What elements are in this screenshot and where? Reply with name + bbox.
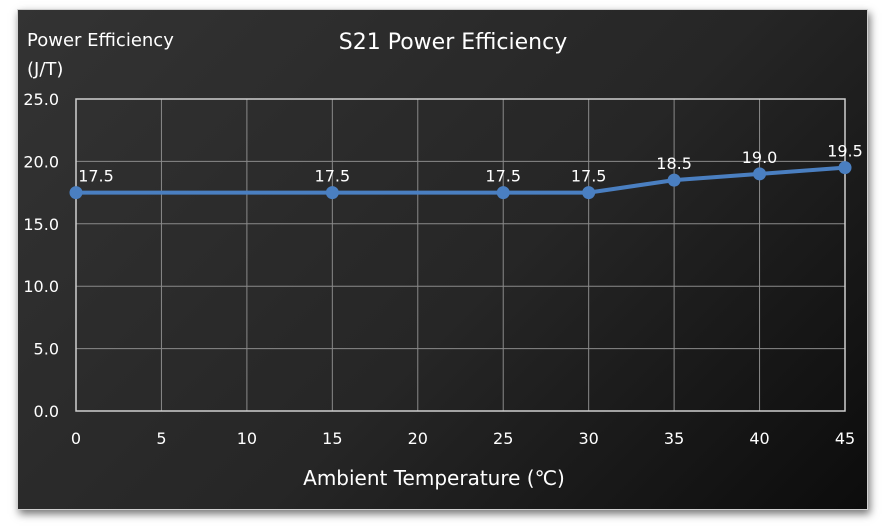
chart-panel [17,9,868,510]
x-tick-label: 10 [237,429,257,448]
plot-border [75,98,846,412]
data-point [753,167,767,181]
chart-title: S21 Power Efficiency [339,30,567,55]
x-tick-label: 30 [578,429,598,448]
x-tick-label: 15 [322,429,342,448]
x-tick-label: 35 [664,429,684,448]
data-point [496,186,510,200]
y-tick-label: 25.0 [23,90,59,109]
y-axis-label-line1: Power Efficiency [27,30,174,51]
y-tick-label: 10.0 [23,277,59,296]
data-label: 17.5 [78,167,114,186]
x-tick-label: 5 [156,429,166,448]
x-tick-label: 45 [835,429,855,448]
data-label: 17.5 [571,167,607,186]
data-label: 17.5 [315,167,351,186]
data-point [667,173,681,187]
series-line [76,165,846,195]
data-point [325,186,339,200]
x-tick-label: 20 [408,429,428,448]
y-tick-label: 15.0 [23,215,59,234]
x-tick-label: 40 [749,429,769,448]
data-point [69,186,83,200]
x-tick-label: 25 [493,429,513,448]
y-tick-label: 5.0 [34,340,59,359]
y-tick-label: 0.0 [34,402,59,421]
data-label: 17.5 [485,167,521,186]
data-label: 19.5 [827,142,863,161]
data-label: 19.0 [742,148,778,167]
data-point [582,186,596,200]
x-axis-label: Ambient Temperature (℃) [303,466,565,490]
y-tick-label: 20.0 [23,152,59,171]
data-point [838,161,852,175]
data-label: 18.5 [656,154,692,173]
x-tick-label: 0 [71,429,81,448]
y-axis-label-line2: (J/T) [27,59,63,80]
